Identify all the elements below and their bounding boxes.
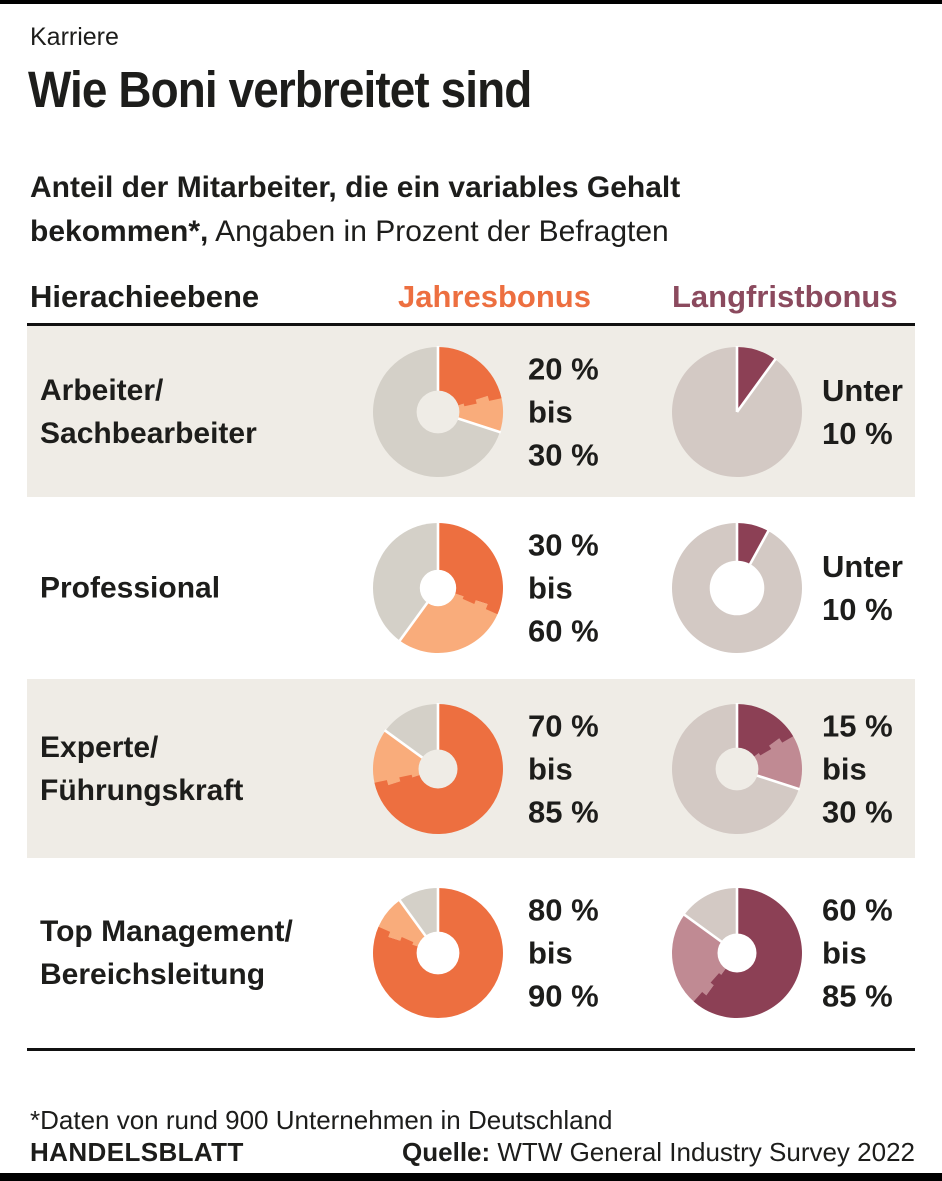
longterm-bonus-range-label: Unter 10 % (822, 372, 903, 451)
column-header-annual-bonus: Jahresbonus (398, 279, 591, 314)
longterm-bonus-donut-chart (672, 702, 803, 834)
longterm-bonus-donut-chart (672, 345, 803, 477)
hierarchy-level-label: Arbeiter/ Sachbearbeiter (40, 373, 257, 450)
column-header-hierarchy: Hierachieebene (30, 279, 260, 314)
source-text: WTW General Industry Survey 2022 (490, 1137, 915, 1167)
publisher-brand: HANDELSBLATT (30, 1137, 244, 1167)
annual-bonus-donut-chart (373, 345, 504, 477)
hierarchy-level-label: Professional (40, 571, 221, 605)
subtitle: Anteil der Mitarbeiter, die ein variable… (30, 166, 850, 254)
top-border-bar (0, 0, 942, 4)
annual-bonus-range-label: 70 % bis 85 % (528, 708, 599, 829)
hierarchy-level-label: Experte/ Führungskraft (40, 730, 244, 807)
annual-bonus-donut-chart (372, 522, 504, 654)
annual-bonus-donut-chart (372, 887, 503, 1018)
annual-bonus-range-label: 80 % bis 90 % (528, 892, 599, 1014)
longterm-bonus-range-label: 60 % bis 85 % (822, 892, 893, 1014)
kicker: Karriere (30, 23, 119, 51)
source-line: Quelle: WTW General Industry Survey 2022 (402, 1136, 915, 1168)
annual-bonus-range-label: 20 % bis 30 % (528, 351, 599, 472)
column-header-longterm-bonus: Langfristbonus (672, 279, 898, 314)
table-row: Experte/ Führungskraft 70 % bis 85 % 15 … (27, 679, 915, 858)
longterm-bonus-donut-chart (671, 522, 802, 653)
table-row: Arbeiter/ Sachbearbeiter 20 % bis 30 % U… (27, 326, 915, 497)
subtitle-bold-line1: Anteil der Mitarbeiter, die ein variable… (30, 171, 681, 204)
annual-bonus-range-label: 30 % bis 60 % (528, 527, 599, 649)
annual-bonus-donut-chart (372, 702, 503, 834)
table-bottom-rule (27, 1048, 915, 1051)
source-label: Quelle: (402, 1137, 491, 1167)
hierarchy-level-label: Top Management/ Bereichsleitung (40, 915, 293, 991)
table-row: Professional 30 % bis 60 % Unter 10 % (27, 497, 915, 679)
footnote: *Daten von rund 900 Unternehmen in Deuts… (30, 1105, 613, 1135)
page-title: Wie Boni verbreitet sind (28, 61, 532, 118)
subtitle-bold-line2: bekommen*, (30, 215, 209, 248)
longterm-bonus-range-label: Unter 10 % (822, 549, 903, 627)
longterm-bonus-donut-chart (671, 887, 802, 1018)
longterm-bonus-range-label: 15 % bis 30 % (822, 708, 893, 829)
table-top-rule (27, 323, 915, 326)
subtitle-regular: Angaben in Prozent der Befragten (208, 215, 669, 248)
table-row: Top Management/ Bereichsleitung 80 % bis… (27, 858, 915, 1048)
bottom-border-bar (0, 1173, 942, 1181)
